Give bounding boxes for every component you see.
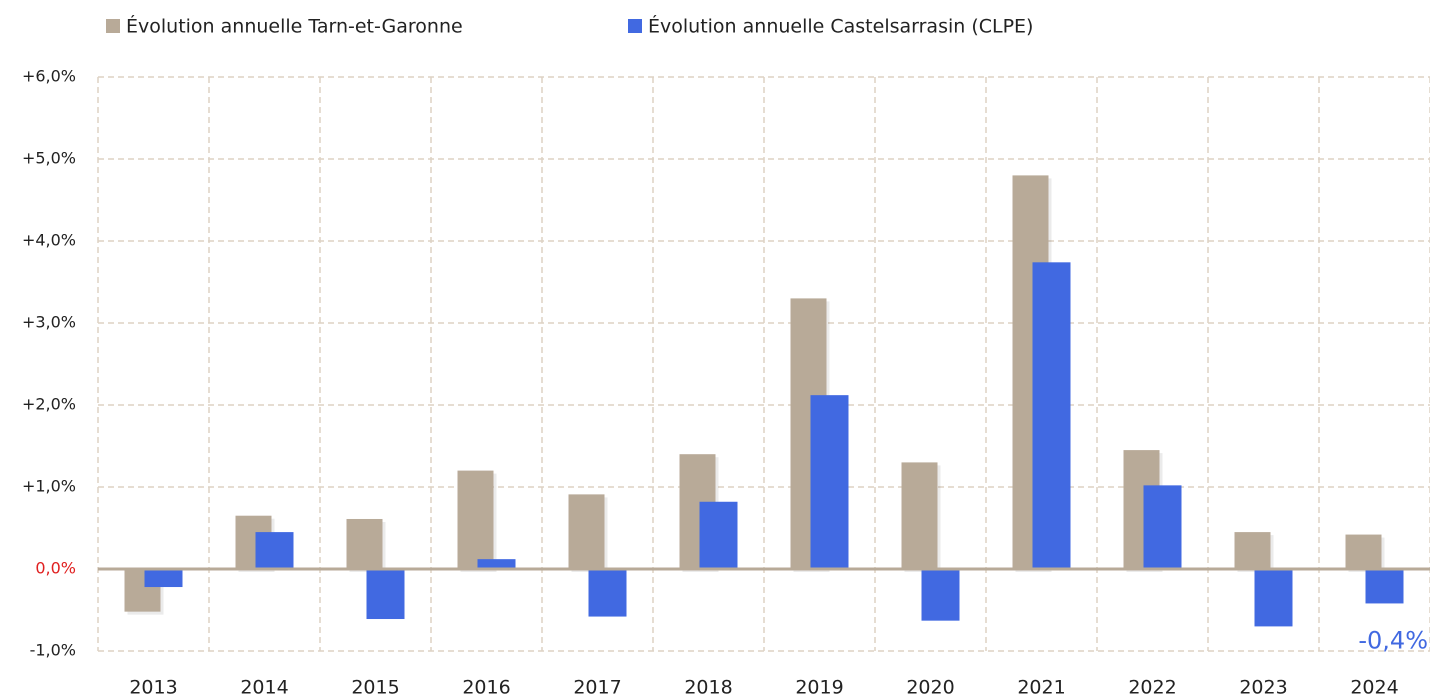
x-tick-label: 2017 — [573, 677, 621, 698]
value-label: -0,4% — [1358, 626, 1428, 654]
x-tick-label: 2021 — [1017, 677, 1065, 698]
bar — [346, 518, 383, 569]
x-tick-label: 2024 — [1350, 677, 1398, 698]
x-tick-label: 2013 — [129, 677, 177, 698]
bar — [255, 532, 294, 569]
y-tick-label: 0,0% — [35, 559, 76, 578]
legend-label: Évolution annuelle Tarn-et-Garonne — [126, 15, 463, 38]
y-tick-label: +6,0% — [22, 67, 76, 86]
legend-label: Évolution annuelle Castelsarrasin (CLPE) — [648, 15, 1033, 38]
bar — [1032, 262, 1071, 569]
bar — [144, 569, 183, 588]
legend-swatch — [106, 19, 120, 33]
x-tick-label: 2019 — [795, 677, 843, 698]
y-tick-label: -1,0% — [30, 641, 76, 660]
bar — [1345, 534, 1382, 569]
bar — [568, 494, 605, 569]
y-tick-label: +2,0% — [22, 395, 76, 414]
bar — [1365, 569, 1404, 604]
bar — [699, 501, 738, 569]
y-tick-label: +4,0% — [22, 231, 76, 250]
bar — [1254, 569, 1293, 627]
bar — [588, 569, 627, 617]
bar — [477, 559, 516, 569]
legend-swatch — [628, 19, 642, 33]
bar — [1234, 532, 1271, 569]
x-tick-label: 2022 — [1128, 677, 1176, 698]
y-tick-label: +1,0% — [22, 477, 76, 496]
x-tick-label: 2014 — [240, 677, 288, 698]
y-tick-label: +3,0% — [22, 313, 76, 332]
bar — [810, 395, 849, 569]
x-tick-label: 2015 — [351, 677, 399, 698]
x-tick-label: 2016 — [462, 677, 510, 698]
x-tick-label: 2020 — [906, 677, 954, 698]
bar — [366, 569, 405, 620]
bar — [457, 470, 494, 569]
bar — [1143, 485, 1182, 569]
x-tick-label: 2018 — [684, 677, 732, 698]
bar — [921, 569, 960, 621]
y-tick-label: +5,0% — [22, 149, 76, 168]
x-tick-label: 2023 — [1239, 677, 1287, 698]
bar — [901, 462, 938, 569]
